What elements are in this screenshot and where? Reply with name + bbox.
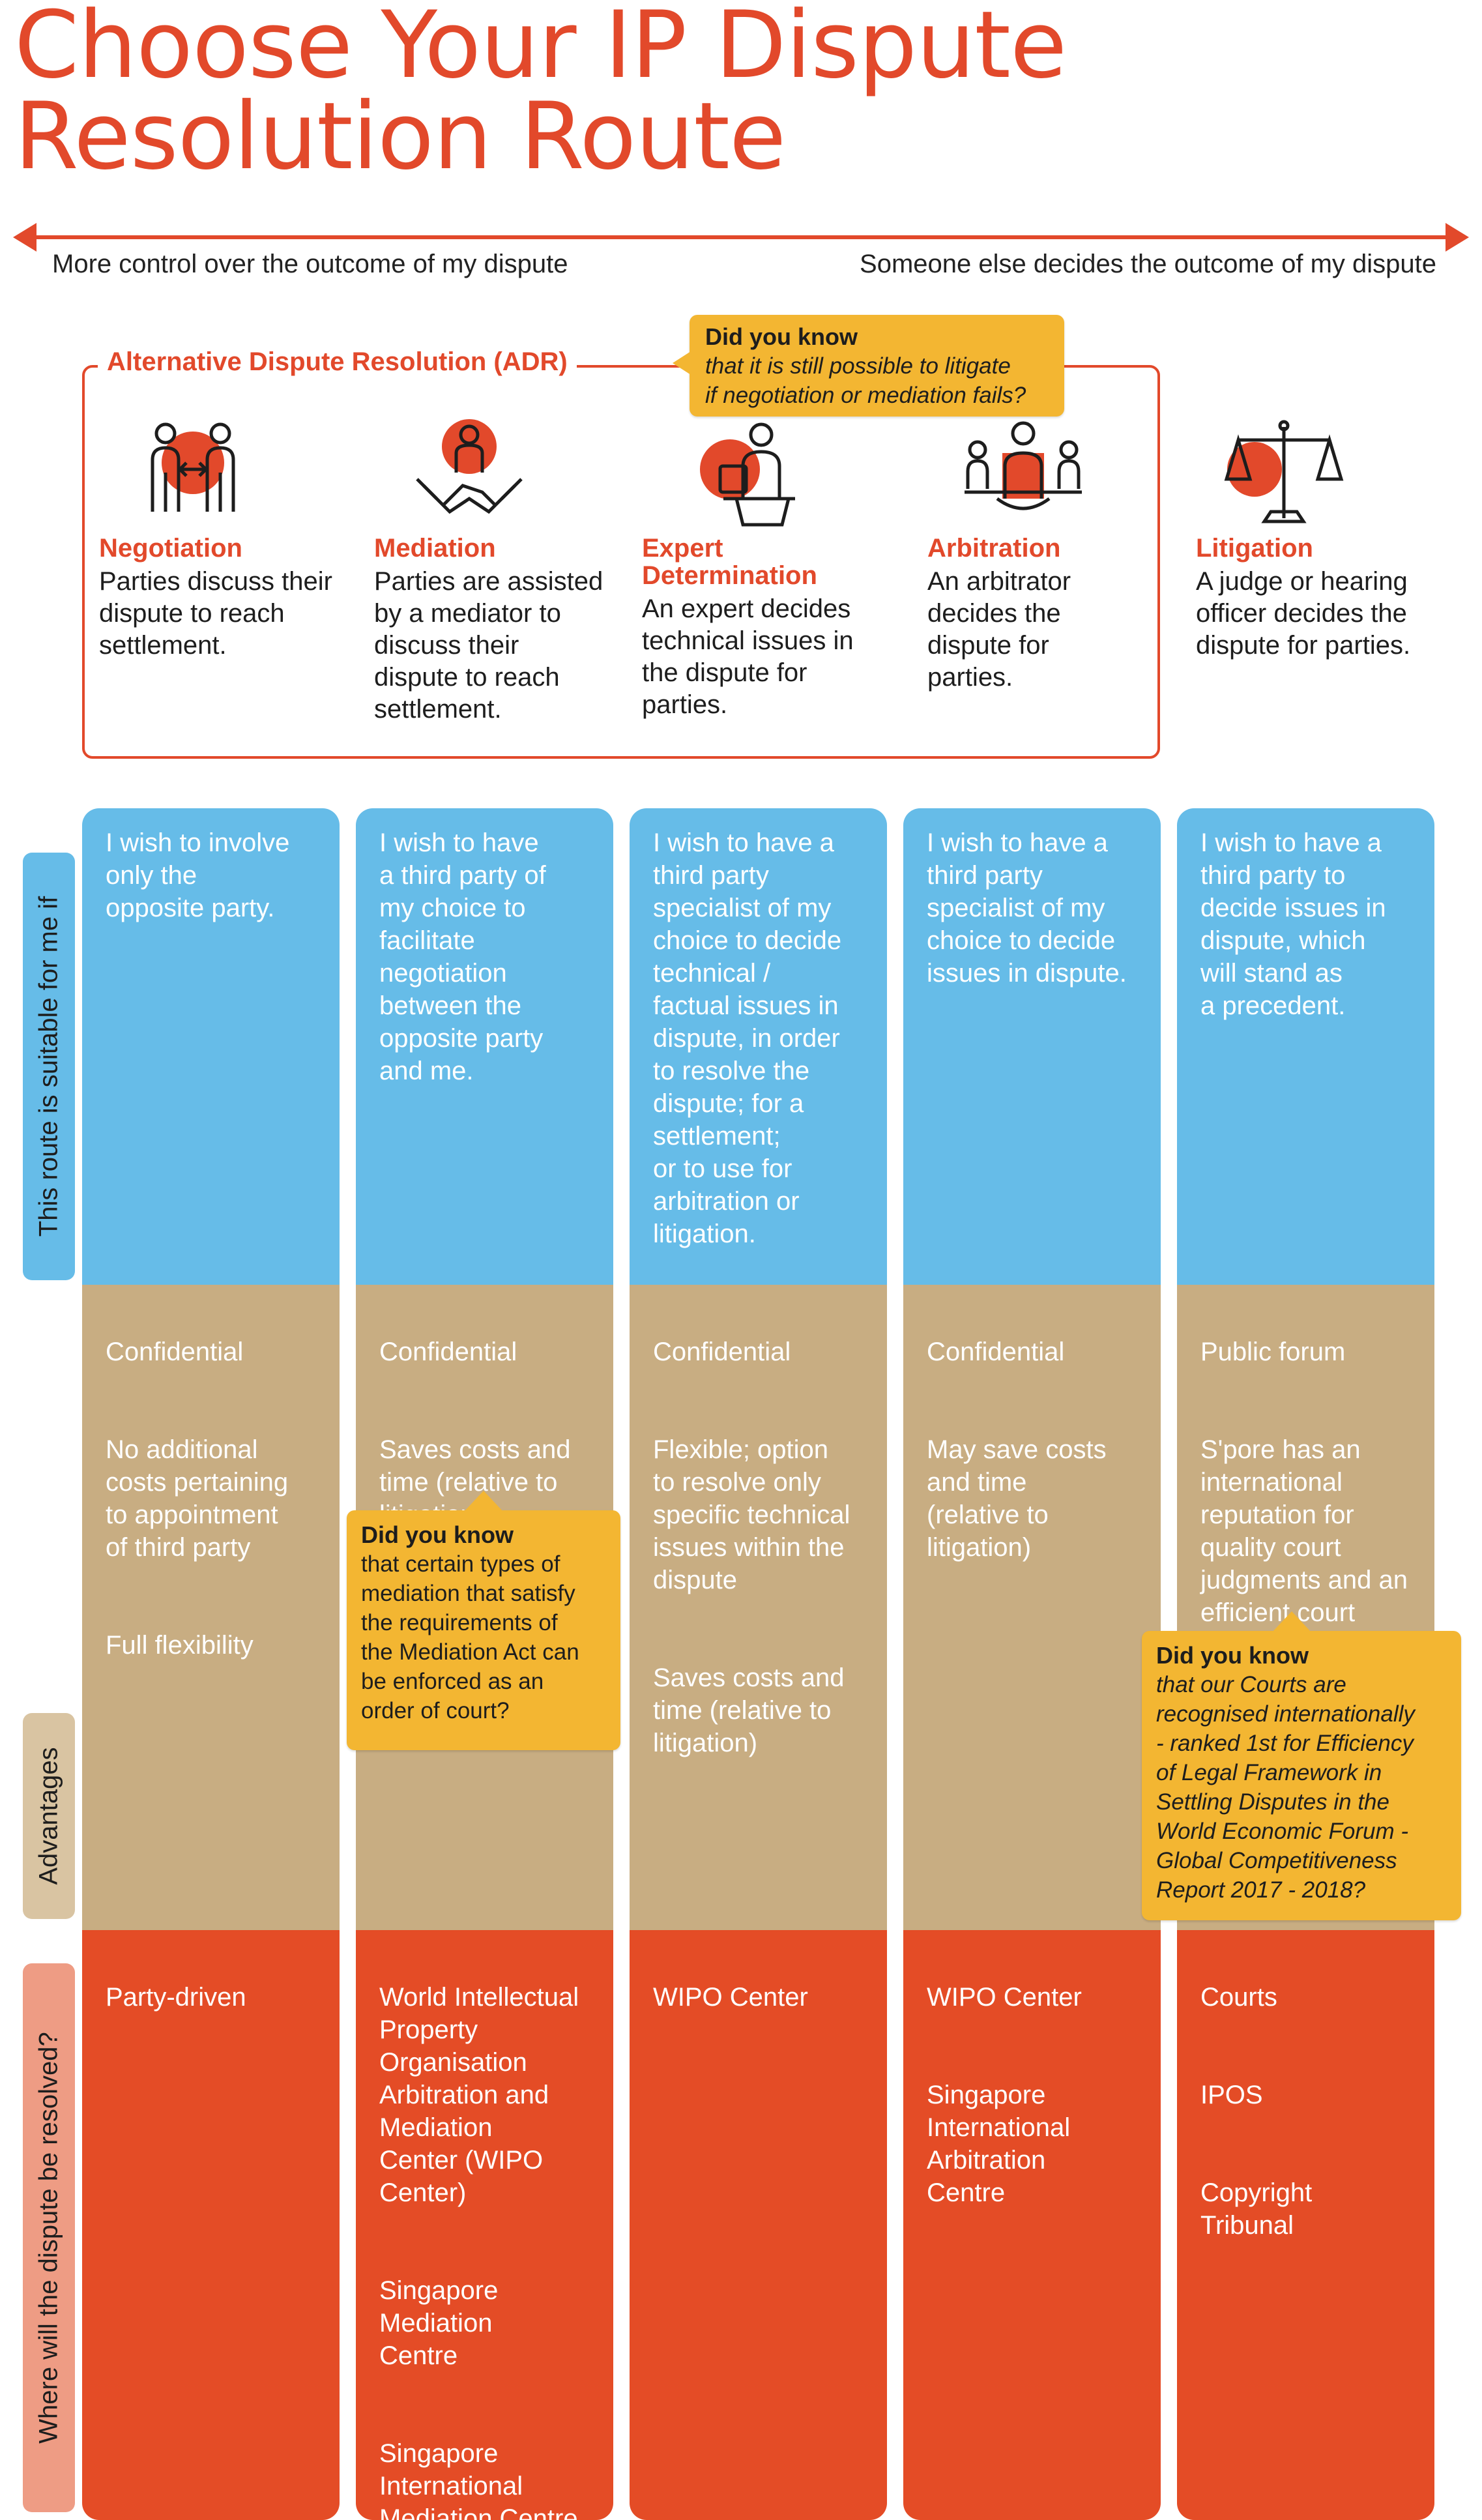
did-you-know-mediation-callout: Did you know that certain types of media…	[347, 1510, 620, 1750]
route-negotiation: Negotiation Parties discuss their disput…	[99, 535, 334, 662]
column-expert-determination: I wish to have a third party specialist …	[630, 808, 887, 2520]
callout-pointer	[1272, 1611, 1311, 1632]
callout-body: that our Courts are recognised internati…	[1156, 1670, 1447, 1905]
callout-heading: Did you know	[361, 1521, 606, 1549]
route-description: Parties discuss their dispute to reach s…	[99, 566, 334, 662]
page-title-line-2: Resolution Route	[14, 91, 1448, 183]
suitable-cell: I wish to involve only the opposite part…	[82, 808, 340, 1285]
advantage-item: Confidential	[927, 1336, 1137, 1368]
where-cell: Party-driven	[82, 1930, 340, 2520]
advantage-item: Flexible; option to resolve only specifi…	[653, 1433, 864, 1596]
where-item: World Intellectual Property Organisation…	[379, 1981, 590, 2209]
route-name: Expert Determination	[642, 535, 857, 589]
route-description: An arbitrator decides the dispute for pa…	[927, 566, 1123, 694]
page-title: Choose Your IP Dispute Resolution Route	[14, 0, 1448, 183]
where-cell: WIPO Center Singapore International Arbi…	[903, 1930, 1161, 2520]
column-negotiation: I wish to involve only the opposite part…	[82, 808, 340, 2520]
arbitration-icon	[958, 414, 1088, 531]
callout-body: that certain types of mediation that sat…	[361, 1549, 606, 1725]
callout-heading: Did you know	[1156, 1641, 1447, 1670]
column-arbitration: I wish to have a third party specialist …	[903, 808, 1161, 2520]
advantage-item: May save costs and time (relative to lit…	[927, 1433, 1137, 1564]
side-label-advantages: Advantages	[23, 1713, 75, 1919]
route-name: Arbitration	[927, 535, 1123, 562]
route-mediation: Mediation Parties are assisted by a medi…	[374, 535, 609, 725]
side-label-where-text: Where will the dispute be resolved?	[35, 2032, 64, 2443]
suitable-cell: I wish to have a third party of my choic…	[356, 808, 613, 1285]
advantages-list: Confidential Flexible; option to resolve…	[653, 1303, 864, 1824]
advantage-item: Confidential	[379, 1336, 590, 1368]
did-you-know-litigate-callout: Did you know that it is still possible t…	[690, 315, 1064, 417]
where-cell: World Intellectual Property Organisation…	[356, 1930, 613, 2520]
suitable-text: I wish to have a third party specialist …	[653, 827, 864, 1250]
litigation-scales-icon	[1219, 414, 1349, 531]
expert-determination-icon	[684, 414, 815, 531]
route-description: A judge or hearing officer decides the d…	[1196, 566, 1444, 662]
callout-body-line-1: that it is still possible to litigate	[705, 351, 1049, 381]
advantages-cell: Confidential No additional costs pertain…	[82, 1285, 340, 1930]
suitable-cell: I wish to have a third party specialist …	[903, 808, 1161, 1285]
side-label-suitable-text: This route is suitable for me if	[35, 896, 64, 1237]
where-item: Singapore International Arbitration Cent…	[927, 2079, 1137, 2209]
did-you-know-courts-callout: Did you know that our Courts are recogni…	[1142, 1631, 1461, 1920]
callout-pointer	[464, 1491, 503, 1512]
where-item: WIPO Center	[653, 1981, 864, 2014]
side-label-suitable: This route is suitable for me if	[23, 853, 75, 1280]
where-cell: WIPO Center	[630, 1930, 887, 2520]
where-list: Courts IPOS Copyright Tribunal	[1200, 1948, 1411, 2307]
where-item: Singapore Mediation Centre	[379, 2274, 590, 2372]
advantage-item: Public forum	[1200, 1336, 1411, 1368]
advantages-cell: Confidential May save costs and time (re…	[903, 1285, 1161, 1930]
where-item: Party-driven	[106, 1981, 316, 2014]
advantage-item: Confidential	[653, 1336, 864, 1368]
someone-else-decides-label: Someone else decides the outcome of my d…	[860, 250, 1436, 279]
callout-heading: Did you know	[705, 323, 1049, 351]
adr-title: Alternative Dispute Resolution (ADR)	[98, 347, 577, 377]
where-item: WIPO Center	[927, 1981, 1137, 2014]
where-item: Singapore International Mediation Centre	[379, 2437, 590, 2520]
mediation-handshake-icon	[404, 414, 534, 531]
more-control-label: More control over the outcome of my disp…	[52, 250, 568, 279]
where-list: WIPO Center	[653, 1948, 864, 2079]
suitable-text: I wish to have a third party to decide i…	[1200, 827, 1411, 1022]
where-list: WIPO Center Singapore International Arbi…	[927, 1948, 1137, 2274]
suitable-cell: I wish to have a third party to decide i…	[1177, 808, 1434, 1285]
advantage-item: Confidential	[106, 1336, 316, 1368]
suitable-cell: I wish to have a third party specialist …	[630, 808, 887, 1285]
where-list: Party-driven	[106, 1948, 316, 2079]
advantage-item: Saves costs and time (relative to litiga…	[653, 1662, 864, 1759]
suitable-text: I wish to involve only the opposite part…	[106, 827, 316, 924]
route-arbitration: Arbitration An arbitrator decides the di…	[927, 535, 1123, 694]
where-list: World Intellectual Property Organisation…	[379, 1948, 590, 2520]
route-litigation: Litigation A judge or hearing officer de…	[1196, 535, 1444, 662]
where-item: Courts	[1200, 1981, 1411, 2014]
where-cell: Courts IPOS Copyright Tribunal	[1177, 1930, 1434, 2520]
negotiation-icon	[128, 414, 258, 531]
callout-body-line-2: if negotiation or mediation fails?	[705, 381, 1049, 410]
advantage-item: Full flexibility	[106, 1629, 316, 1662]
side-label-advantages-text: Advantages	[35, 1747, 64, 1884]
route-expert-determination: Expert Determination An expert decides t…	[642, 535, 883, 721]
route-description: An expert decides technical issues in th…	[642, 593, 883, 721]
side-label-where: Where will the dispute be resolved?	[23, 1963, 75, 2512]
route-name: Mediation	[374, 535, 609, 562]
advantages-list: Confidential May save costs and time (re…	[927, 1303, 1137, 1629]
suitable-text: I wish to have a third party specialist …	[927, 827, 1137, 989]
where-item: Copyright Tribunal	[1200, 2176, 1411, 2242]
suitable-text: I wish to have a third party of my choic…	[379, 827, 590, 1087]
advantage-item: No additional costs pertaining to appoin…	[106, 1433, 316, 1564]
route-name: Litigation	[1196, 535, 1444, 562]
route-description: Parties are assisted by a mediator to di…	[374, 566, 609, 725]
advantages-list: Confidential No additional costs pertain…	[106, 1303, 316, 1727]
page-title-line-1: Choose Your IP Dispute	[14, 0, 1448, 91]
route-name: Negotiation	[99, 535, 334, 562]
where-item: IPOS	[1200, 2079, 1411, 2111]
advantages-cell: Confidential Flexible; option to resolve…	[630, 1285, 887, 1930]
